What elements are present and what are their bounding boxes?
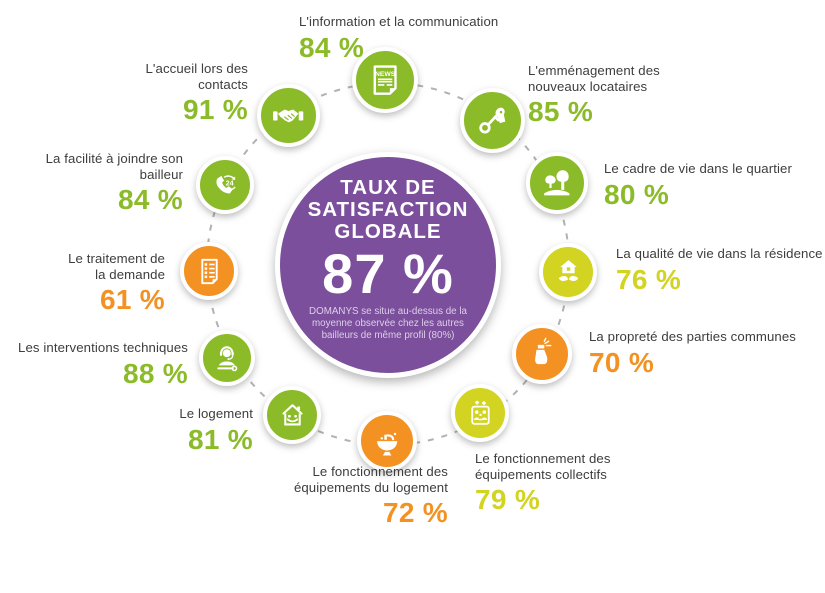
- category-value: 85 %: [528, 96, 594, 127]
- smiling-house-icon: [263, 386, 321, 444]
- category-value: 91 %: [182, 94, 248, 125]
- category-label: Le traitement de la demande: [68, 251, 165, 282]
- category-traitement-demande: Le traitement de la demande 61 %: [45, 251, 165, 314]
- newspaper-icon: NEWS: [352, 47, 418, 113]
- category-information-communication: L'information et la communication 84 %: [299, 14, 589, 62]
- elevator-icon: [451, 384, 509, 442]
- center-title-line1: TAUX DE: [340, 176, 436, 199]
- category-equipements-collectifs: Le fonctionnement des équipements collec…: [475, 451, 645, 514]
- phone-24-icon: 24: [196, 156, 254, 214]
- benchmark-note: DOMANYS se situe au-dessus de la moyenne…: [309, 306, 467, 341]
- category-label: L'information et la communication: [299, 14, 499, 29]
- handshake-icon: [257, 84, 320, 147]
- spray-bottle-icon: [512, 324, 572, 384]
- house-leaf-icon: [539, 243, 597, 301]
- category-value: 72 %: [382, 497, 448, 528]
- category-value: 61 %: [99, 284, 165, 315]
- washbasin-icon: [357, 411, 417, 471]
- category-equipements-logement: Le fonctionnement des équipements du log…: [248, 464, 448, 527]
- category-value: 88 %: [122, 357, 188, 389]
- category-facilite-joindre: La facilité à joindre son bailleur 84 %: [33, 151, 183, 214]
- svg-text:24: 24: [225, 178, 233, 187]
- category-value: 84 %: [117, 184, 183, 215]
- category-label: Le fonctionnement des équipements collec…: [475, 451, 611, 482]
- category-value: 81 %: [187, 423, 253, 455]
- category-value: 84 %: [299, 31, 365, 63]
- category-emmenagement: L'emménagement des nouveaux locataires 8…: [528, 63, 688, 126]
- category-label: La qualité de vie dans la résidence: [616, 246, 823, 261]
- category-label: Les interventions techniques: [18, 340, 188, 355]
- category-value: 70 %: [589, 346, 655, 378]
- category-logement: Le logement 81 %: [103, 406, 253, 454]
- category-label: La facilité à joindre son bailleur: [45, 151, 183, 182]
- category-value: 79 %: [475, 484, 541, 515]
- trees-icon: [526, 152, 588, 214]
- center-title-line3: GLOBALE: [334, 220, 442, 243]
- checklist-icon: [180, 242, 238, 300]
- center-title-line2: SATISFACTION: [307, 198, 469, 221]
- keys-icon: [460, 88, 525, 153]
- category-interventions-techniques: Les interventions techniques 88 %: [5, 340, 188, 388]
- category-label: L'emménagement des nouveaux locataires: [528, 63, 660, 94]
- category-qualite-de-vie: La qualité de vie dans la résidence 76 %: [616, 246, 825, 294]
- category-label: L'accueil lors des contacts: [145, 61, 248, 92]
- category-label: Le fonctionnement des équipements du log…: [293, 464, 448, 495]
- technician-icon: [199, 330, 255, 386]
- category-label: Le cadre de vie dans le quartier: [604, 161, 792, 176]
- svg-text:NEWS: NEWS: [375, 71, 396, 78]
- category-value: 80 %: [604, 178, 670, 210]
- category-label: La propreté des parties communes: [589, 329, 796, 344]
- category-cadre-de-vie: Le cadre de vie dans le quartier 80 %: [604, 161, 825, 209]
- global-satisfaction-value: 87 %: [322, 242, 454, 305]
- global-satisfaction-disc: TAUX DE SATISFACTION GLOBALE 87 % DOMANY…: [275, 152, 501, 378]
- category-label: Le logement: [179, 406, 253, 421]
- category-proprete: La propreté des parties communes 70 %: [589, 329, 825, 377]
- category-value: 76 %: [616, 263, 682, 295]
- category-accueil-contacts: L'accueil lors des contacts 91 %: [128, 61, 248, 124]
- center-title: TAUX DE SATISFACTION GLOBALE: [280, 177, 496, 243]
